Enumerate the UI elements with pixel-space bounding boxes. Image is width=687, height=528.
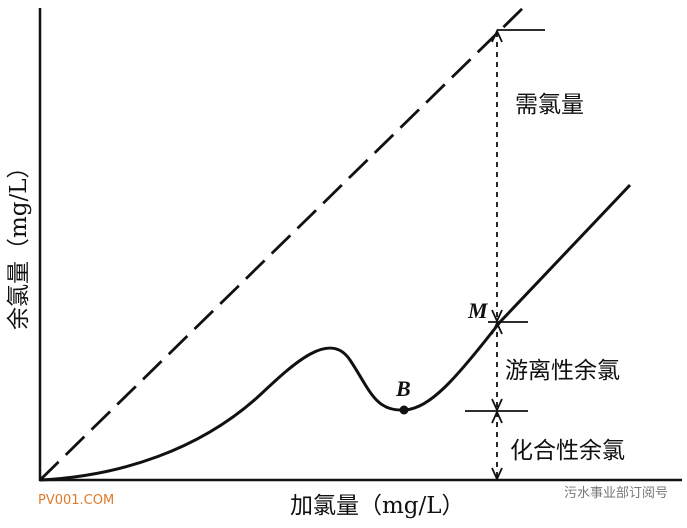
axes	[38, 8, 682, 482]
demand-label: 需氯量	[515, 92, 584, 118]
watermark-left: PV001.COM	[38, 493, 114, 508]
measure-lines	[465, 28, 545, 482]
point-b-label: B	[395, 376, 411, 401]
demand-line	[39, 4, 526, 482]
free-label: 游离性余氯	[505, 358, 620, 384]
watermark-right: 污水事业部订阅号	[564, 486, 668, 501]
residual-curve	[39, 183, 632, 482]
y-axis-label: 余氯量（mg/L）	[6, 155, 32, 330]
arrowheads	[491, 28, 503, 482]
point-m-label: M	[467, 298, 489, 323]
point-b	[399, 405, 409, 415]
combined-label: 化合性余氯	[510, 438, 625, 464]
x-axis-label: 加氯量（mg/L）	[290, 493, 465, 519]
